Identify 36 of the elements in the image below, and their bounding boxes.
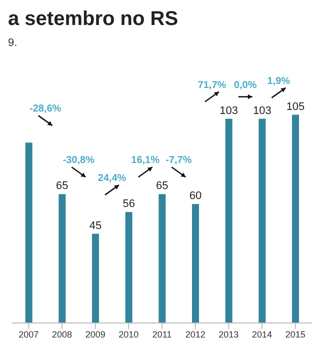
data-label: 103 xyxy=(252,104,272,117)
annotation: -30,8% xyxy=(62,155,95,166)
text: 0,0% xyxy=(234,80,257,91)
bar xyxy=(58,194,66,323)
bar xyxy=(92,234,99,323)
bar xyxy=(192,204,199,323)
x-tick-label: 2011 xyxy=(152,329,172,340)
data-label: 65 xyxy=(56,180,68,192)
bar xyxy=(158,194,166,323)
x-tick-label: 2014 xyxy=(252,329,272,340)
annotation: 24,4% xyxy=(98,172,126,184)
text: 1,9% xyxy=(267,76,290,87)
annotation: 16,1% xyxy=(131,155,160,166)
bar xyxy=(25,142,32,323)
text: -28,6% xyxy=(29,104,62,115)
text: 71,7% xyxy=(198,80,226,91)
data-label: 105 xyxy=(286,100,305,113)
bar xyxy=(225,118,232,323)
x-tick-label: 2012 xyxy=(185,329,206,340)
x-tick-label: 2009 xyxy=(85,329,106,340)
x-tick-label: 2010 xyxy=(118,329,139,340)
data-label: 56 xyxy=(122,198,135,210)
bar xyxy=(292,114,299,323)
x-tick-label: 2007 xyxy=(18,329,39,340)
data-label: 65 xyxy=(156,180,168,192)
annotation: -7,7% xyxy=(166,155,192,166)
data-label: 60 xyxy=(189,190,202,202)
x-tick-label: 2013 xyxy=(218,329,239,340)
data-label: 103 xyxy=(220,104,238,117)
bar xyxy=(258,118,266,323)
chart-subtitle: 9. xyxy=(8,37,18,49)
bar xyxy=(125,212,132,323)
x-tick-label: 2015 xyxy=(285,329,306,340)
x-tick-label: 2008 xyxy=(52,329,72,340)
chart-title: a setembro no RS xyxy=(8,8,180,31)
data-label: 45 xyxy=(89,220,102,232)
